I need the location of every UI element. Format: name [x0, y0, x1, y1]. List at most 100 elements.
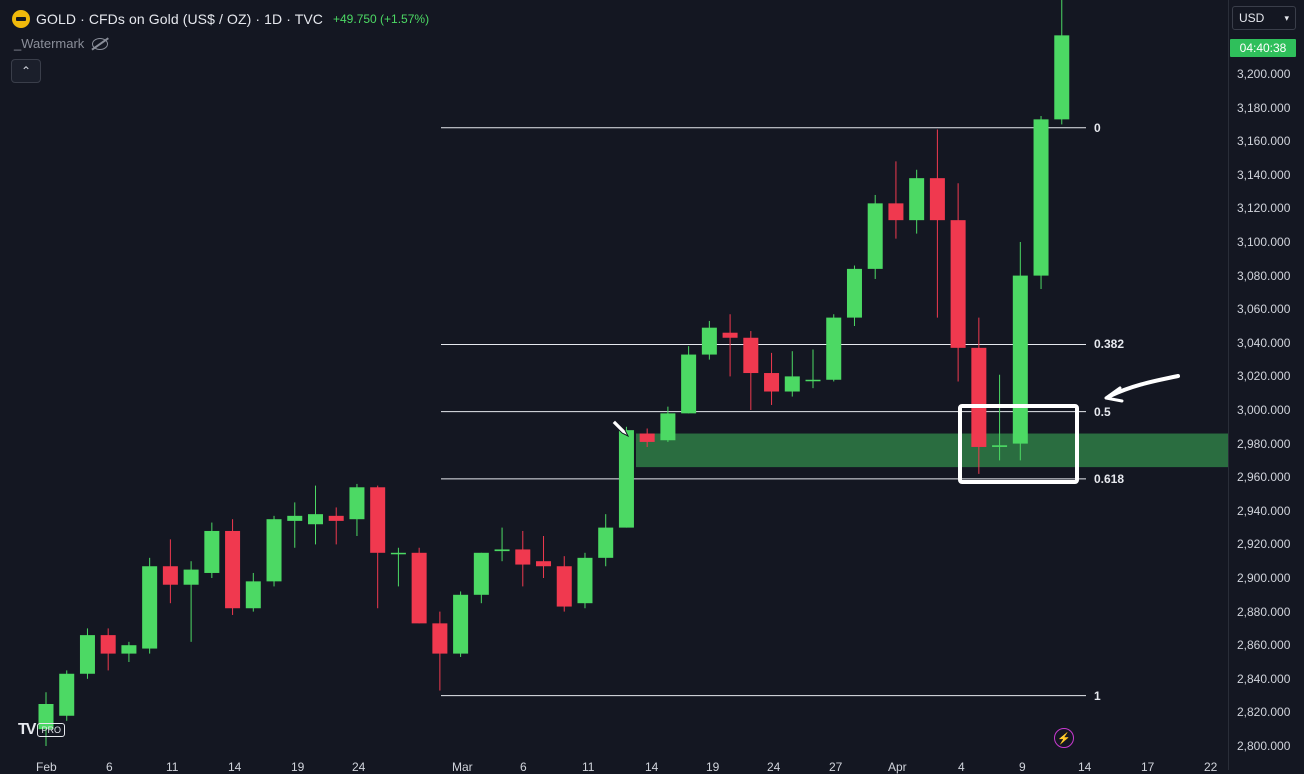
date-tick: 4 — [958, 760, 965, 774]
price-axis[interactable]: 3,200.000 3,180.000 3,160.000 3,140.000 3,12… — [1228, 0, 1304, 770]
candle-body — [432, 623, 448, 654]
pro-badge: PRO — [37, 723, 65, 737]
fib-label-0-5: 0.5 — [1094, 404, 1111, 419]
date-tick: 22 — [1204, 760, 1218, 774]
price-tick: 3,140.000 — [1237, 167, 1291, 182]
candle-body — [162, 566, 178, 585]
price-tick: 3,120.000 — [1237, 201, 1291, 216]
candle-body — [266, 519, 282, 582]
date-tick: 17 — [1141, 760, 1155, 774]
bar-countdown: 04:40:38 — [1230, 39, 1296, 57]
candle-body — [245, 581, 261, 609]
candle-body — [909, 178, 925, 221]
currency-label: USD — [1239, 11, 1265, 25]
candle-body — [618, 430, 634, 528]
candle-body — [681, 354, 697, 414]
price-tick: 2,940.000 — [1237, 503, 1291, 518]
chevron-up-icon: ⌃ — [20, 64, 32, 78]
candle-body — [867, 203, 883, 269]
date-tick: 6 — [106, 760, 113, 774]
price-tick: 3,100.000 — [1237, 235, 1291, 249]
arrow-annotation — [1108, 374, 1180, 398]
price-tick: 3,200.000 — [1237, 67, 1291, 81]
eye-hidden-icon[interactable] — [92, 37, 109, 50]
candle-body — [494, 549, 510, 552]
candle-body — [950, 220, 966, 348]
date-tick: 14 — [228, 760, 242, 774]
tradingview-logo[interactable]: TV PRO — [18, 721, 65, 739]
price-tick: 3,160.000 — [1237, 134, 1291, 149]
price-tick: 2,900.000 — [1237, 571, 1291, 585]
date-tick: Feb — [36, 760, 57, 774]
date-tick: 11 — [166, 760, 179, 774]
date-tick: 14 — [645, 760, 659, 774]
price-tick: 3,060.000 — [1237, 302, 1291, 317]
price-tick: 2,880.000 — [1237, 604, 1291, 619]
candle-body — [38, 704, 54, 730]
fib-label-0-382: 0.382 — [1094, 337, 1125, 352]
candlestick-chart[interactable] — [0, 0, 1228, 770]
candle-body — [743, 337, 759, 374]
price-tick: 3,000.000 — [1237, 403, 1291, 417]
date-tick: Mar — [452, 760, 473, 774]
bolt-icon[interactable]: ⚡ — [1054, 728, 1074, 748]
gold-symbol-icon — [12, 10, 30, 28]
candle-body — [183, 569, 199, 585]
price-tick: 2,980.000 — [1237, 436, 1291, 451]
date-tick: 19 — [706, 760, 720, 774]
candle-body — [100, 635, 116, 654]
candle-body — [1054, 35, 1070, 120]
price-tick: 3,180.000 — [1237, 100, 1291, 115]
candle-body — [453, 594, 469, 654]
watermark-label: _Watermark — [14, 36, 85, 51]
candle-body — [577, 557, 593, 604]
tv-mark: TV — [18, 721, 37, 738]
candle-body — [1033, 119, 1049, 276]
candle-body — [992, 445, 1008, 447]
fib-label-1: 1 — [1094, 688, 1101, 703]
highlight-box — [958, 404, 1079, 484]
candle-body — [846, 268, 862, 318]
fib-label-0: 0 — [1094, 120, 1101, 135]
arrow-head — [1104, 386, 1124, 403]
price-tick: 2,800.000 — [1237, 739, 1291, 753]
candle-body — [598, 527, 614, 558]
date-tick: Apr — [888, 760, 907, 774]
date-tick: 19 — [291, 760, 305, 774]
candle-body — [328, 515, 344, 521]
fib-label-0-618: 0.618 — [1094, 471, 1125, 486]
currency-select[interactable]: USD ▾ — [1232, 6, 1296, 30]
candle-body — [929, 178, 945, 221]
date-tick: 6 — [520, 760, 527, 774]
candle-body — [349, 487, 365, 520]
candle-body — [307, 514, 323, 525]
price-tick: 3,020.000 — [1237, 369, 1291, 384]
price-tick: 2,840.000 — [1237, 671, 1291, 686]
candle-body — [971, 347, 987, 447]
date-tick: 24 — [352, 760, 366, 774]
collapse-legend-button[interactable]: ⌃ — [11, 59, 41, 83]
candle-body — [888, 203, 904, 221]
candle-body — [121, 645, 137, 654]
price-tick: 3,080.000 — [1237, 268, 1291, 283]
candle-body — [59, 673, 75, 716]
date-tick: 9 — [1019, 760, 1026, 774]
candle-body — [390, 552, 406, 555]
price-tick: 3,040.000 — [1237, 335, 1291, 350]
date-tick: 11 — [582, 760, 595, 774]
price-change: +49.750 (+1.57%) — [333, 12, 430, 26]
candle-body — [805, 379, 821, 382]
candle-body — [536, 561, 552, 567]
price-tick: 2,820.000 — [1237, 705, 1291, 720]
candle-body — [1012, 275, 1028, 444]
watermark-row: _Watermark — [14, 36, 109, 51]
symbol-title[interactable]: GOLD · CFDs on Gold (US$ / OZ) · 1D · TV… — [36, 11, 323, 27]
price-tick: 2,860.000 — [1237, 638, 1291, 653]
symbol-header[interactable]: GOLD · CFDs on Gold (US$ / OZ) · 1D · TV… — [12, 9, 429, 29]
candle-body — [826, 317, 842, 380]
candle-body — [142, 566, 158, 649]
candle-body — [784, 376, 800, 392]
candle-body — [722, 332, 738, 338]
candle-body — [473, 552, 489, 595]
chart-area[interactable] — [0, 0, 1228, 770]
